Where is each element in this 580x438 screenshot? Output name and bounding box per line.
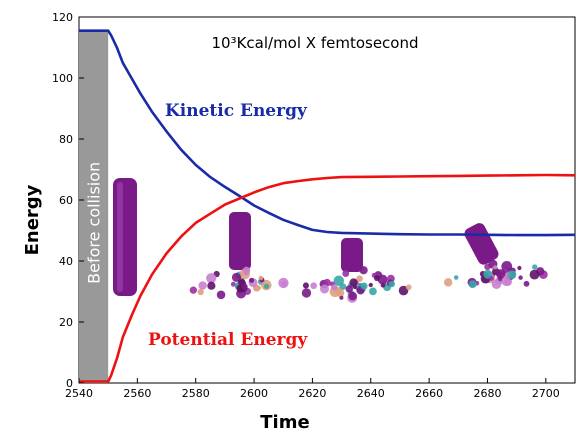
debris-particle — [333, 275, 344, 286]
debris-particle — [373, 275, 380, 282]
debris-particle — [468, 280, 477, 289]
debris-particle — [377, 274, 388, 285]
y-tick-label: 20 — [59, 316, 73, 329]
x-axis-title: Time — [260, 412, 309, 433]
debris-particle — [310, 282, 318, 290]
debris-particle — [207, 281, 216, 290]
debris-particle — [320, 284, 329, 294]
debris-particle — [348, 291, 357, 301]
unit-label: 10³Kcal/mol X femtosecond — [211, 34, 418, 52]
debris-particle — [388, 280, 395, 288]
debris-particle — [248, 277, 255, 283]
x-tick-label: 2660 — [415, 387, 443, 400]
nanotube-intact-highlight — [117, 182, 123, 292]
debris-particle — [532, 264, 538, 270]
debris-particle — [231, 272, 242, 283]
series-lines — [79, 29, 576, 383]
debris-particle — [216, 290, 226, 300]
debris-particle — [356, 275, 363, 282]
debris-particle — [405, 284, 412, 291]
debris-particle — [197, 288, 204, 296]
kinetic-energy-label: Kinetic Energy — [165, 101, 308, 121]
x-tick-label: 2560 — [123, 387, 151, 400]
debris-particle — [278, 277, 289, 289]
debris-particle — [302, 282, 309, 289]
plot-area — [78, 16, 576, 384]
debris-particle — [206, 273, 217, 284]
x-tick-label: 2540 — [65, 387, 93, 400]
y-tick-label: 60 — [59, 194, 73, 207]
debris-particle — [443, 278, 453, 287]
debris-particle — [495, 269, 506, 279]
before-collision-label: Before collision — [85, 162, 104, 284]
debris-particle — [339, 295, 344, 300]
debris-particle — [242, 266, 251, 275]
debris-particle — [491, 279, 502, 290]
x-tick-label: 2600 — [240, 387, 268, 400]
kinetic-energy-line — [79, 29, 576, 237]
debris-particle — [352, 285, 357, 290]
collision-snapshot-2 — [301, 238, 412, 303]
debris-particle — [368, 282, 373, 288]
x-tick-label: 2620 — [298, 387, 326, 400]
debris-particle — [369, 287, 377, 296]
y-tick-label: 80 — [59, 133, 73, 146]
debris-particle — [256, 285, 262, 291]
axes: 2540 2560 2580 2600 2620 2640 2660 2680 2700 0 20 4… — [52, 11, 560, 400]
debris-particle — [507, 270, 517, 280]
debris-particle — [342, 270, 350, 277]
debris-particle — [263, 283, 270, 289]
y-tick-label: 100 — [52, 72, 73, 85]
debris-particle — [398, 285, 409, 296]
debris-particle — [483, 269, 493, 279]
debris-particle — [331, 284, 338, 291]
debris-particle — [189, 286, 197, 294]
potential-energy-label: Potential Energy — [148, 330, 308, 350]
x-tick-label: 2640 — [357, 387, 385, 400]
debris-particle — [453, 275, 459, 280]
y-axis-title: Energy — [22, 184, 43, 255]
debris-particle — [517, 265, 522, 271]
x-tick-label: 2580 — [182, 387, 210, 400]
debris-particle — [523, 280, 530, 287]
debris-particle — [501, 276, 511, 286]
nanotube-fragment — [229, 212, 251, 270]
debris-particle — [345, 285, 354, 293]
debris-particle — [301, 288, 312, 298]
y-tick-label: 40 — [59, 255, 73, 268]
y-tick-label: 120 — [52, 11, 73, 24]
plot-background — [78, 16, 576, 384]
debris-particle — [198, 281, 207, 290]
y-tick-label: 0 — [66, 377, 73, 390]
labels: Time Energy 10³Kcal/mol X femtosecond Kinet… — [22, 34, 419, 433]
x-tick-label: 2680 — [473, 387, 501, 400]
potential-energy-line — [79, 173, 576, 383]
before-collision-band: Before collision — [79, 30, 109, 383]
debris-particle — [529, 269, 540, 280]
debris-particle — [241, 283, 248, 290]
debris-particle — [349, 278, 358, 287]
nanotube-fragment — [341, 238, 363, 272]
nanotube-intact — [113, 178, 137, 296]
debris-particle — [493, 265, 498, 270]
debris-particle — [489, 276, 494, 281]
collision-snapshot-1 — [189, 212, 289, 300]
debris-particle — [258, 275, 264, 281]
before-collision-bar — [79, 30, 109, 383]
debris-particle — [518, 275, 523, 280]
debris-particle — [360, 282, 368, 290]
x-tick-label: 2700 — [532, 387, 560, 400]
debris-particle — [359, 266, 368, 275]
